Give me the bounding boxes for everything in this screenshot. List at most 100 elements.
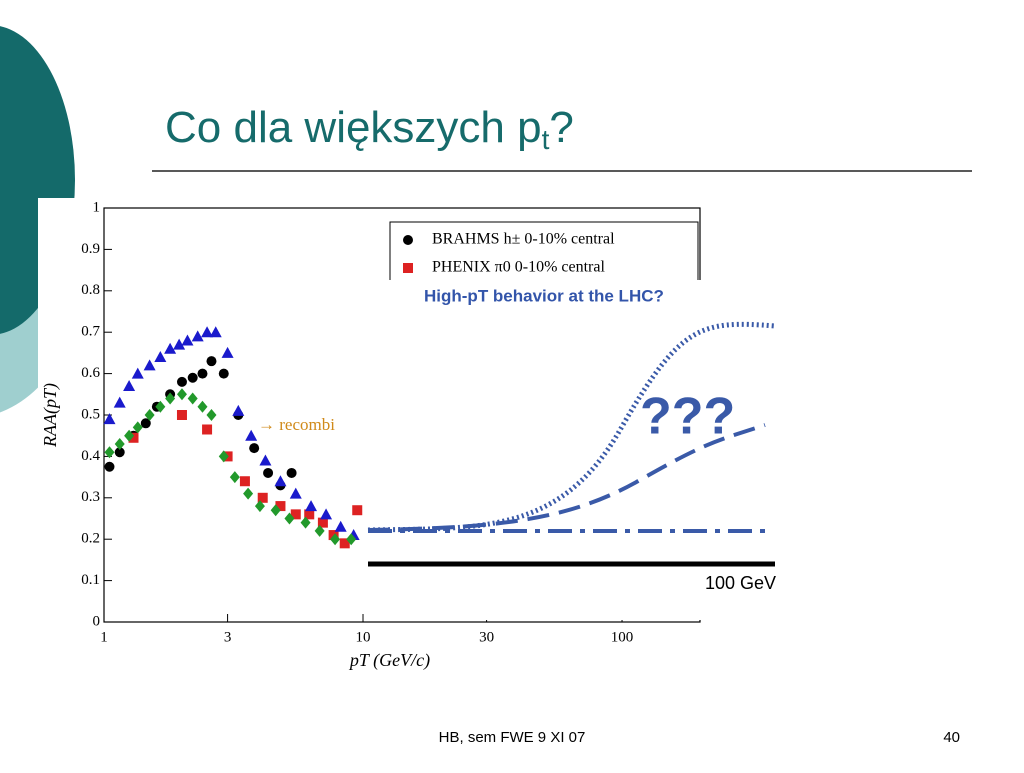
point bbox=[128, 432, 139, 443]
point bbox=[165, 392, 176, 405]
x-tick-label: 30 bbox=[479, 629, 494, 645]
point bbox=[187, 392, 198, 405]
x-tick-label: 3 bbox=[224, 629, 232, 645]
x-tick-label: 1 bbox=[100, 629, 108, 645]
point bbox=[113, 396, 126, 408]
y-tick-label: 0.5 bbox=[81, 406, 100, 422]
page-number: 40 bbox=[943, 729, 960, 746]
point bbox=[346, 533, 357, 546]
point bbox=[155, 400, 166, 413]
inset: High-pT behavior at the LHC? ??? 100 GeV bbox=[367, 280, 796, 620]
y-tick-label: 0.6 bbox=[81, 365, 100, 381]
point bbox=[123, 380, 136, 392]
point bbox=[239, 476, 250, 487]
point bbox=[263, 467, 274, 478]
point bbox=[144, 409, 155, 421]
y-axis-label: RAA(pT) bbox=[40, 383, 61, 448]
point bbox=[249, 443, 260, 454]
inset-title: High-pT behavior at the LHC? bbox=[424, 286, 664, 305]
point bbox=[221, 346, 234, 358]
x-tick-label: 100 bbox=[611, 629, 634, 645]
point bbox=[173, 338, 186, 350]
point bbox=[197, 368, 208, 379]
point bbox=[176, 388, 187, 401]
point bbox=[187, 372, 198, 383]
point bbox=[314, 524, 325, 537]
inset-bg bbox=[368, 280, 796, 620]
point bbox=[104, 461, 115, 472]
point bbox=[243, 487, 254, 500]
point bbox=[270, 504, 281, 517]
point bbox=[104, 446, 115, 459]
point bbox=[103, 413, 116, 425]
point bbox=[218, 368, 229, 379]
point bbox=[257, 492, 268, 503]
point bbox=[259, 454, 272, 466]
point bbox=[339, 538, 350, 549]
y-tick-label: 0.2 bbox=[81, 531, 100, 547]
point bbox=[201, 326, 214, 338]
point bbox=[176, 376, 187, 387]
title-sub: t bbox=[542, 124, 550, 155]
point bbox=[206, 409, 217, 421]
point bbox=[334, 520, 347, 532]
x-tick-label: 10 bbox=[356, 629, 371, 645]
point bbox=[143, 359, 156, 371]
x-axis-label: pT (GeV/c) bbox=[348, 650, 430, 671]
point bbox=[229, 471, 240, 484]
annotation: → recombi bbox=[258, 415, 335, 434]
point bbox=[305, 500, 318, 512]
point bbox=[304, 509, 315, 520]
point bbox=[132, 421, 143, 434]
point bbox=[275, 501, 286, 512]
point bbox=[114, 437, 125, 450]
point bbox=[164, 342, 177, 354]
y-tick-label: 0.4 bbox=[81, 448, 100, 464]
point bbox=[154, 351, 167, 363]
legend-label: PHENIX π0 0-10% central bbox=[432, 259, 605, 276]
legend-label: BRAHMS h± 0-10% central bbox=[432, 231, 615, 248]
y-tick-label: 0.7 bbox=[81, 324, 100, 340]
point bbox=[286, 467, 297, 478]
point bbox=[197, 400, 208, 413]
point bbox=[254, 500, 265, 513]
inset-label: 100 GeV bbox=[705, 573, 776, 593]
point bbox=[403, 263, 413, 273]
point bbox=[232, 404, 245, 416]
y-tick-label: 1 bbox=[93, 199, 101, 215]
slide-title: Co dla większych pt? bbox=[165, 103, 574, 156]
point bbox=[330, 533, 341, 546]
point bbox=[320, 508, 333, 520]
point bbox=[300, 516, 311, 529]
point bbox=[352, 505, 363, 516]
y-tick-label: 0.8 bbox=[81, 282, 100, 298]
title-text: Co dla większych p bbox=[165, 103, 542, 152]
point bbox=[202, 424, 213, 435]
point bbox=[289, 487, 302, 499]
point bbox=[290, 509, 301, 520]
title-end: ? bbox=[549, 103, 573, 152]
point bbox=[181, 334, 194, 346]
point bbox=[206, 356, 217, 367]
point bbox=[176, 410, 187, 420]
plot: 0 0.1 0.2 0.3 0.4 0.5 0.6 0.7 0.8 0.9 1 1 3 10 30 100 pT… bbox=[40, 199, 701, 671]
point bbox=[209, 326, 222, 338]
point bbox=[140, 418, 151, 429]
point bbox=[245, 429, 258, 441]
y-tick-label: 0.9 bbox=[81, 241, 100, 257]
y-tick-label: 0.1 bbox=[81, 572, 100, 588]
y-tick-label: 0.3 bbox=[81, 489, 100, 505]
point bbox=[403, 235, 413, 245]
inset-question: ??? bbox=[640, 388, 735, 446]
point bbox=[274, 475, 287, 487]
curve-dotted bbox=[367, 321, 776, 533]
legend-box bbox=[389, 221, 699, 289]
y-tick-label: 0 bbox=[93, 613, 101, 629]
point bbox=[218, 450, 229, 463]
curve-dashed bbox=[367, 423, 766, 532]
point bbox=[284, 512, 295, 525]
point bbox=[124, 429, 135, 442]
point bbox=[114, 447, 125, 458]
